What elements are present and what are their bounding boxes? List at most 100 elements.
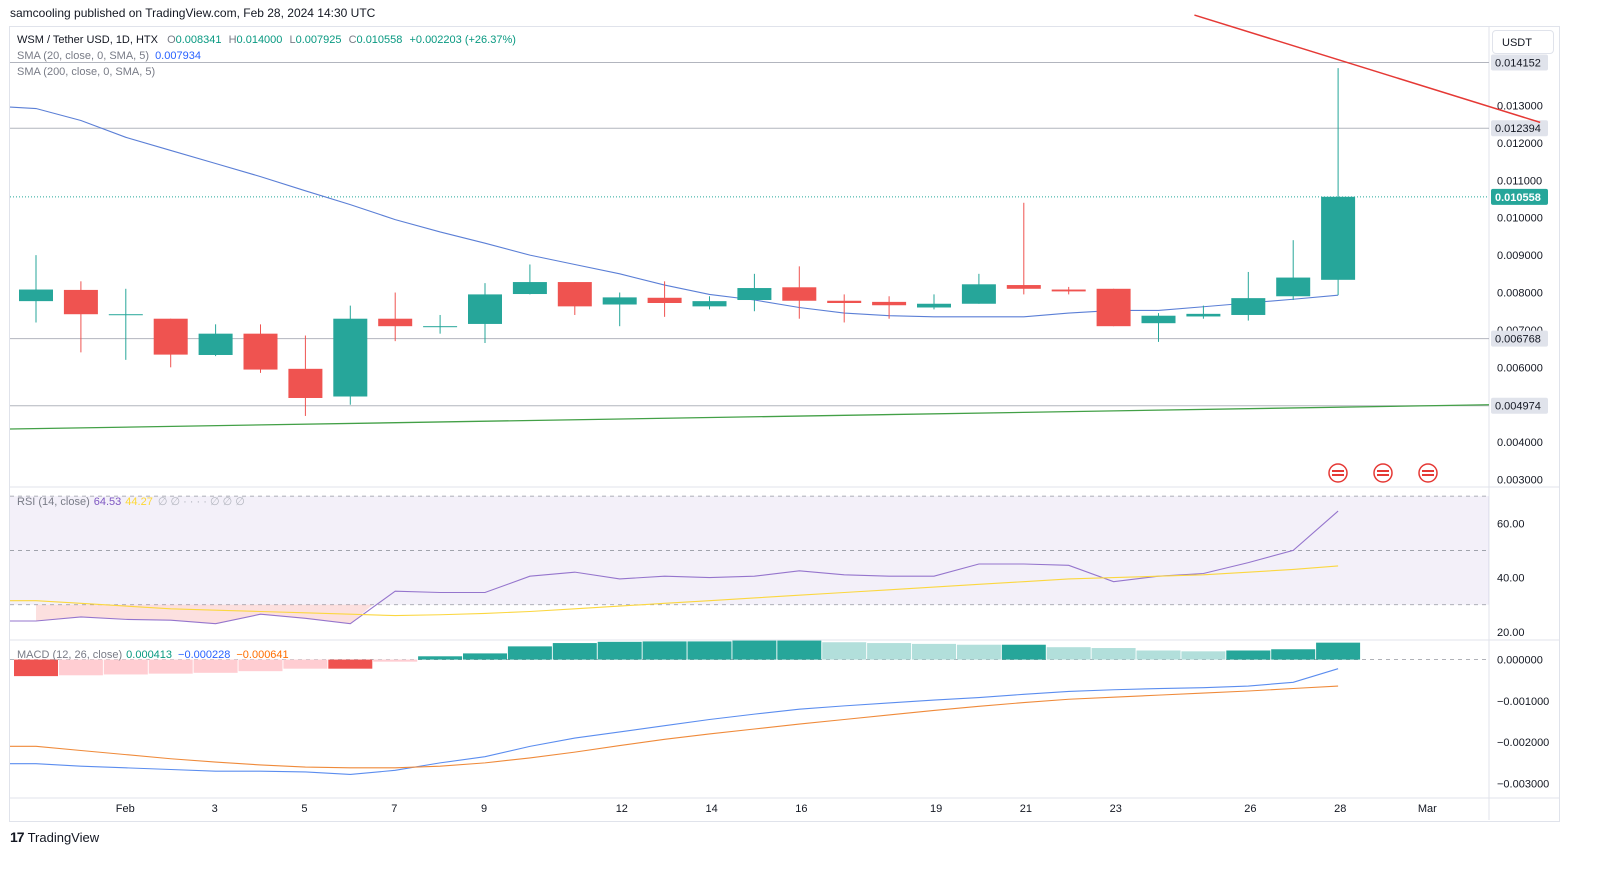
- price-tag-label: 0.014152: [1495, 57, 1541, 69]
- tradingview-brand: TradingView: [27, 829, 100, 845]
- macd-axis-label: −0.003000: [1497, 779, 1549, 791]
- x-axis-label: 28: [1334, 803, 1346, 815]
- sma200-legend[interactable]: SMA (200, close, 0, SMA, 5): [17, 66, 155, 78]
- high-key: H: [228, 34, 237, 46]
- rsi-axis-label: 20.00: [1497, 627, 1525, 639]
- candle-body: [827, 300, 862, 303]
- resistance-trendline: [1194, 14, 1541, 124]
- tradingview-logo[interactable]: 17 TradingView: [10, 829, 99, 845]
- price-axis-label: 0.003000: [1497, 475, 1543, 487]
- candle-body: [423, 326, 458, 328]
- price-tag-label: 0.010558: [1495, 192, 1541, 204]
- currency-button[interactable]: USDT: [1492, 30, 1554, 54]
- macd-histogram-bar: [193, 659, 238, 673]
- close-key: C: [348, 34, 357, 46]
- x-axis-label: 26: [1244, 803, 1256, 815]
- macd-value: 0.000413: [126, 649, 173, 661]
- x-axis-label: Mar: [1418, 803, 1437, 815]
- x-axis-label: Feb: [116, 803, 135, 815]
- macd-histogram-bar: [597, 641, 642, 660]
- macd-histogram-bar: [1271, 649, 1316, 660]
- macd-histogram-bar: [732, 640, 777, 660]
- x-axis-label: 7: [391, 803, 397, 815]
- macd-histogram-bar: [1316, 642, 1361, 660]
- macd-legend[interactable]: MACD (12, 26, close) 0.000413 −0.000228 −0.…: [17, 649, 289, 661]
- price-axis-label: 0.011000: [1497, 175, 1542, 187]
- candle-body: [108, 314, 143, 316]
- macd-histogram-bar: [463, 653, 507, 660]
- main-legend[interactable]: WSM / Tether USD, 1D, HTX O0.008341 H0.0…: [17, 34, 516, 46]
- rsi-line: [10, 510, 1339, 625]
- price-tag-box: [1491, 397, 1548, 414]
- us-event-icon-stripe: [1422, 474, 1434, 476]
- x-axis-label: 9: [481, 803, 487, 815]
- macd-histogram-bar: [642, 641, 687, 660]
- macd-histogram-bar: [283, 659, 328, 669]
- sma200-label: SMA (200, close, 0, SMA, 5): [17, 66, 156, 78]
- macd-histogram-bar: [238, 659, 283, 672]
- macd-histogram-bar: [1181, 651, 1226, 660]
- candle-body: [1141, 315, 1176, 324]
- price-tag-box: [1491, 330, 1548, 347]
- published-info: samcooling published on TradingView.com,…: [10, 6, 376, 20]
- candle-body: [1051, 289, 1086, 292]
- macd-histogram-bar: [14, 659, 58, 677]
- candle-body: [243, 333, 278, 370]
- price-tag-label: 0.006768: [1495, 334, 1541, 346]
- macd-histogram-bar: [373, 659, 418, 662]
- macd-histogram-bar: [418, 656, 463, 660]
- candle-body: [1276, 277, 1311, 297]
- us-event-icon-stripe: [1422, 470, 1434, 472]
- price-axis-label: 0.012000: [1497, 138, 1543, 150]
- rsi-axis-label: 60.00: [1497, 518, 1525, 530]
- candle-body: [961, 284, 996, 304]
- x-axis-label: 21: [1020, 803, 1032, 815]
- candle-body: [1006, 285, 1041, 289]
- chart-frame[interactable]: [9, 26, 1560, 822]
- symbol-label: WSM / Tether USD, 1D, HTX: [17, 34, 158, 46]
- low-key: L: [289, 34, 296, 46]
- macd-signal-line: [10, 685, 1339, 769]
- candle-body: [468, 294, 502, 324]
- rsi-ma-value: 44.27: [125, 496, 153, 508]
- open-key: O: [167, 34, 176, 46]
- candle-body: [512, 282, 547, 295]
- price-axis-label: 0.004000: [1497, 437, 1543, 449]
- macd-label: MACD (12, 26, close): [17, 649, 123, 661]
- macd-hist-value: −0.000641: [236, 649, 289, 661]
- sma20-value: 0.007934: [155, 50, 201, 62]
- candle-body: [1096, 288, 1131, 327]
- sma20-legend[interactable]: SMA (20, close, 0, SMA, 5) 0.007934: [17, 50, 201, 62]
- price-axis-label: 0.009000: [1497, 250, 1543, 262]
- open-value: 0.008341: [175, 34, 222, 46]
- sma200-line: [9, 404, 1490, 430]
- macd-histogram-bar: [148, 659, 193, 674]
- macd-histogram-bar: [867, 643, 912, 660]
- macd-axis-label: 0.000000: [1497, 655, 1543, 667]
- price-axis-label: 0.008000: [1497, 288, 1543, 300]
- us-event-icon-stripe: [1377, 470, 1389, 472]
- macd-histogram-bar: [687, 641, 732, 660]
- x-axis-label: 19: [930, 803, 942, 815]
- macd-axis-label: −0.001000: [1497, 696, 1549, 708]
- candle-body: [872, 301, 907, 306]
- us-event-icon-stripe: [1377, 474, 1389, 476]
- rsi-axis-label: 40.00: [1497, 573, 1525, 585]
- change-value: +0.002203 (+26.37%): [409, 34, 516, 46]
- price-axis-label: 0.013000: [1497, 101, 1543, 113]
- macd-histogram-bar: [58, 659, 103, 676]
- us-event-icon: [1373, 463, 1393, 483]
- us-event-icon: [1418, 463, 1438, 483]
- candle-body: [647, 297, 682, 303]
- candle-body: [557, 282, 592, 307]
- x-axis-label: 5: [301, 803, 307, 815]
- rsi-legend[interactable]: RSI (14, close) 64.53 44.27 ∅ ∅ · · · · ∅ ∅…: [17, 495, 245, 508]
- price-axis-label: 0.010000: [1497, 213, 1543, 225]
- price-tag-label: 0.004974: [1495, 401, 1541, 413]
- candle-body: [288, 368, 323, 398]
- macd-histogram-bar: [956, 644, 1001, 660]
- candle-body: [1231, 298, 1266, 315]
- rsi-label: RSI (14, close): [17, 496, 90, 508]
- macd-line: [10, 668, 1339, 776]
